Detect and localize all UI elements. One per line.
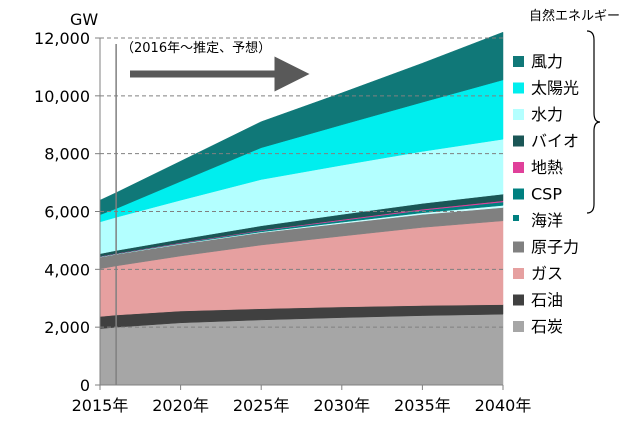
legend-label-0: 風力 <box>531 52 563 71</box>
renewables-brace <box>586 30 601 214</box>
legend-swatch-4 <box>513 162 524 173</box>
x-tick-label-1: 2020年 <box>152 396 209 415</box>
legend-swatch-8 <box>513 268 524 279</box>
legend-swatch-2 <box>513 109 524 120</box>
legend-label-4: 地熱 <box>531 158 563 177</box>
legend-label-1: 太陽光 <box>531 79 579 98</box>
x-tick-label-5: 2040年 <box>475 396 532 415</box>
x-tick-label-0: 2015年 <box>72 396 129 415</box>
legend-label-7: 原子力 <box>531 238 579 257</box>
legend-swatch-10 <box>513 321 524 332</box>
area-series-10 <box>99 31 504 216</box>
y-tick-label-0: 0 <box>80 376 90 395</box>
legend-swatch-0 <box>513 56 524 67</box>
x-tick-label-4: 2035年 <box>394 396 451 415</box>
y-tick-label-3: 6,000 <box>44 203 90 222</box>
legend-swatch-6 <box>513 215 519 221</box>
legend-label-10: 石炭 <box>531 317 563 336</box>
legend-swatch-1 <box>513 82 524 94</box>
legend-swatch-3 <box>513 135 524 147</box>
y-tick-label-5: 10,000 <box>34 87 90 106</box>
area-series-0 <box>99 313 504 386</box>
projection-annotation: （2016年～推定、予想） <box>121 40 271 56</box>
y-axis-unit-label: GW <box>70 10 98 29</box>
areas-layer <box>99 31 504 386</box>
legend-swatch-7 <box>513 241 524 253</box>
tick-labels: 0 2,000 4,000 6,000 8,000 10,000 12,000 2015年 20… <box>34 29 531 415</box>
legend-swatch-5 <box>513 188 524 200</box>
y-tick-label-1: 2,000 <box>44 318 90 337</box>
y-tick-label-2: 4,000 <box>44 260 90 279</box>
legend-label-5: CSP <box>531 185 562 204</box>
legend-swatch-9 <box>513 294 524 306</box>
legend-label-6: 海洋 <box>531 211 563 230</box>
legend-label-2: 水力 <box>531 105 563 124</box>
y-tick-label-6: 12,000 <box>34 29 90 48</box>
x-tick-label-2: 2025年 <box>233 396 290 415</box>
x-tick-label-3: 2030年 <box>313 396 370 415</box>
legend-label-8: ガス <box>531 264 563 283</box>
legend-label-3: バイオ <box>531 132 579 151</box>
y-tick-label-4: 8,000 <box>44 145 90 164</box>
legend-group-label: 自然エネルギー <box>529 8 620 24</box>
legend-label-9: 石油 <box>531 291 563 310</box>
